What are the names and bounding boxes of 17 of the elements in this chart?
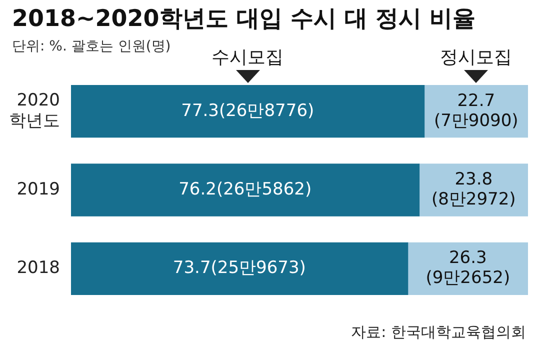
chart-subtitle: 단위: %. 괄호는 인원(명)	[12, 38, 171, 55]
bar	[71, 164, 420, 216]
y-tick-label: 2018	[16, 258, 60, 278]
series-label: 정시모집	[440, 47, 512, 68]
y-tick-label: 2019	[16, 179, 60, 200]
series-label: 수시모집	[212, 47, 284, 68]
chart-title: 2018~2020학년도 대입 수시 대 정시 비율	[12, 6, 476, 32]
data-label: 76.2(26만5862)	[178, 179, 312, 200]
y-tick-label: 2020학년도	[9, 90, 60, 131]
data-label: 22.7(7만9090)	[434, 90, 518, 131]
bar	[71, 242, 408, 295]
data-label: 26.3(9만2652)	[426, 248, 510, 288]
data-label: 73.7(25만9673)	[172, 258, 306, 278]
data-label: 23.8(8만2972)	[431, 169, 516, 210]
text: 자료: 한국대학교육협의회	[351, 322, 526, 341]
bar	[71, 85, 425, 138]
data-label: 77.3(26만8776)	[181, 100, 314, 121]
